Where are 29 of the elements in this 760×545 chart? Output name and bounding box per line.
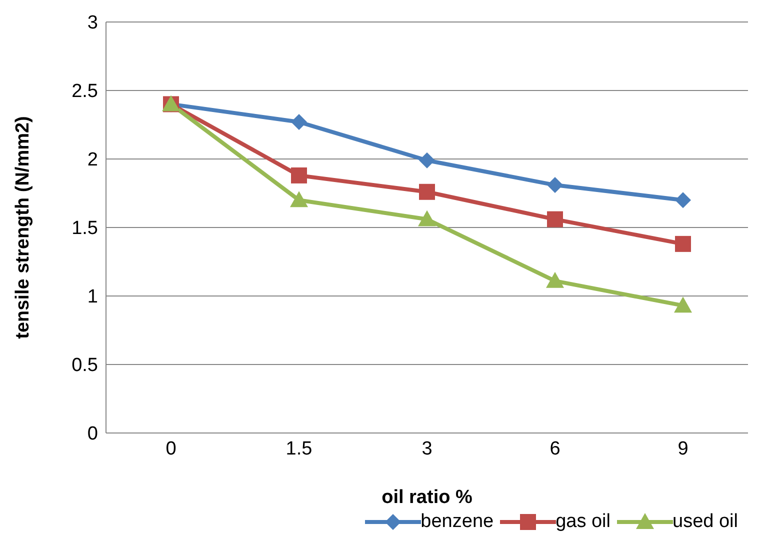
legend-label: used oil: [672, 511, 738, 533]
y-tick-label: 2.5: [72, 81, 98, 102]
x-axis-title: oil ratio %: [382, 487, 472, 508]
point: [419, 184, 435, 200]
point: [291, 114, 307, 130]
x-tick-label: 1.5: [286, 438, 312, 460]
point: [547, 211, 563, 228]
point: [418, 210, 436, 226]
point: [674, 296, 692, 313]
legend-label: benzene: [420, 511, 494, 533]
point: [547, 177, 563, 194]
point: [546, 272, 564, 288]
y-tick-label: 1.5: [72, 218, 98, 240]
x-tick-label: 9: [678, 438, 688, 460]
legend-label: gas oil: [556, 511, 610, 533]
x-tick-label: 0: [166, 438, 176, 460]
y-tick-label: 2: [87, 150, 98, 171]
y-tick-label: 0: [87, 424, 98, 445]
point: [290, 191, 308, 208]
y-axis-title: tensile strength (N/mm2): [12, 116, 34, 339]
point: [675, 236, 691, 252]
point: [419, 152, 435, 168]
y-tick-label: 1: [87, 286, 98, 308]
y-tick-label: 3: [87, 12, 98, 34]
x-tick-label: 3: [422, 438, 432, 460]
point: [291, 167, 307, 184]
x-tick-label: 6: [550, 438, 560, 460]
y-tick-label: 0.5: [72, 355, 98, 376]
point: [675, 192, 691, 208]
